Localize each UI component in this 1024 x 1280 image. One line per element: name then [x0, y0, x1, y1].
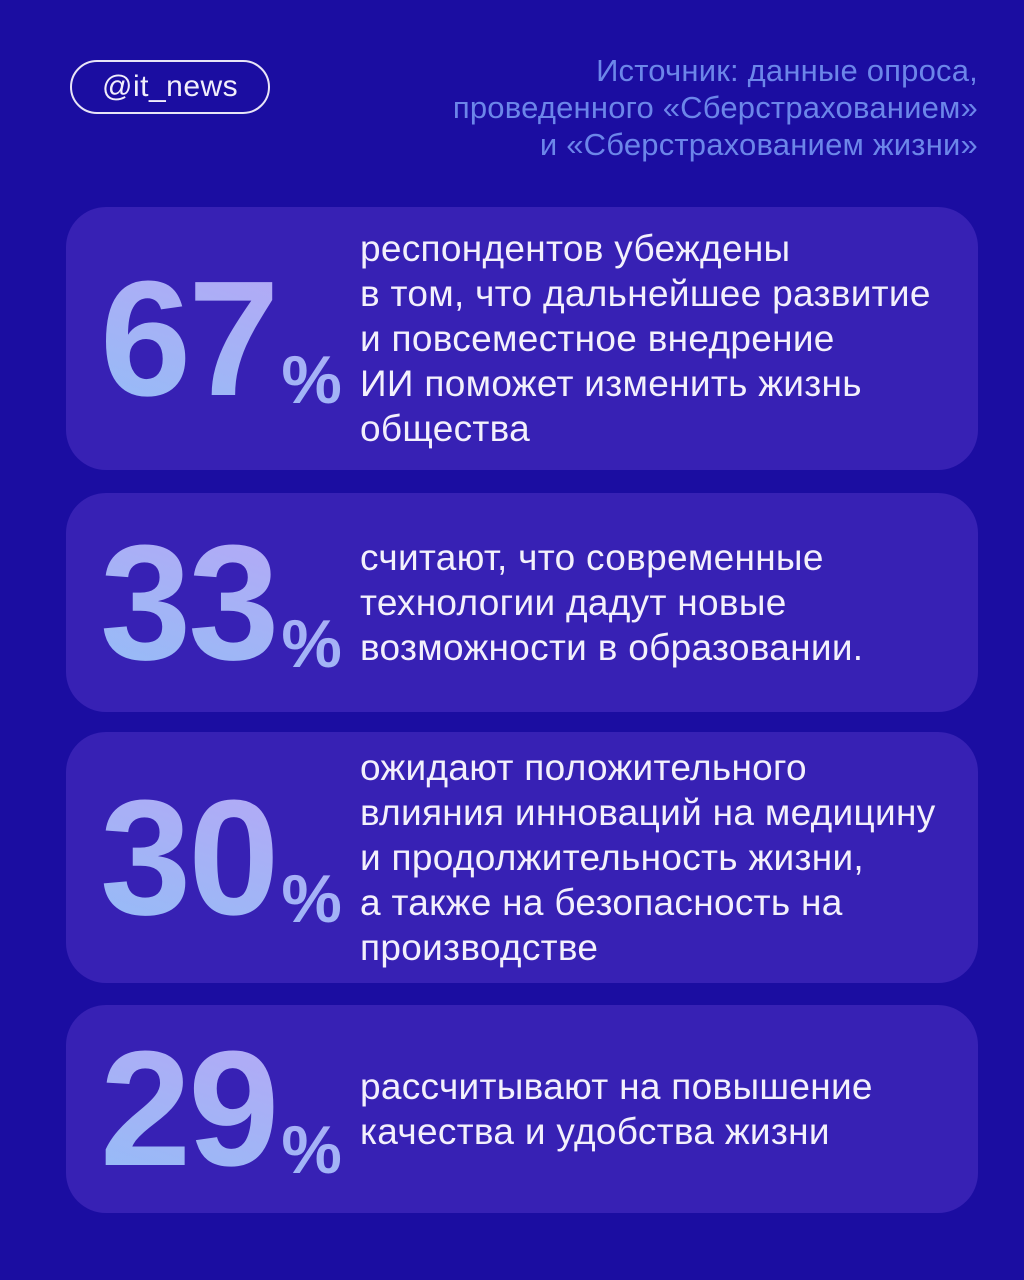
- stat-value: 67%: [66, 257, 360, 421]
- stat-value: 30%: [66, 776, 360, 940]
- percent-sign: %: [281, 1112, 342, 1188]
- stat-card-medicine: 30% ожидают положительного влияния иннов…: [66, 732, 978, 983]
- stat-value: 29%: [66, 1027, 360, 1191]
- stat-digits: 33: [100, 510, 277, 694]
- stat-card-education: 33% считают, что современные технологии …: [66, 493, 978, 712]
- stat-description: считают, что современные технологии даду…: [360, 537, 864, 668]
- percent-sign: %: [281, 341, 342, 418]
- stat-value: 33%: [66, 521, 360, 685]
- stat-digits: 29: [100, 1017, 277, 1200]
- stat-description: ожидают положительного влияния инноваций…: [360, 747, 936, 968]
- channel-badge-label: @it_news: [102, 70, 239, 103]
- stat-digits: 67: [100, 246, 277, 430]
- source-attribution: Источник: данные опроса, проведенного «С…: [452, 53, 978, 162]
- percent-sign: %: [281, 860, 342, 937]
- stat-description: респондентов убеждены в том, что дальней…: [360, 228, 931, 449]
- stat-description: рассчитывают на повышение качества и удо…: [360, 1066, 873, 1152]
- stat-card-quality-of-life: 29% рассчитывают на повышение качества и…: [66, 1005, 978, 1213]
- stat-card-society: 67% респондентов убеждены в том, что дал…: [66, 207, 978, 470]
- channel-badge[interactable]: @it_news: [70, 60, 271, 114]
- stat-digits: 30: [100, 765, 277, 949]
- percent-sign: %: [281, 605, 342, 682]
